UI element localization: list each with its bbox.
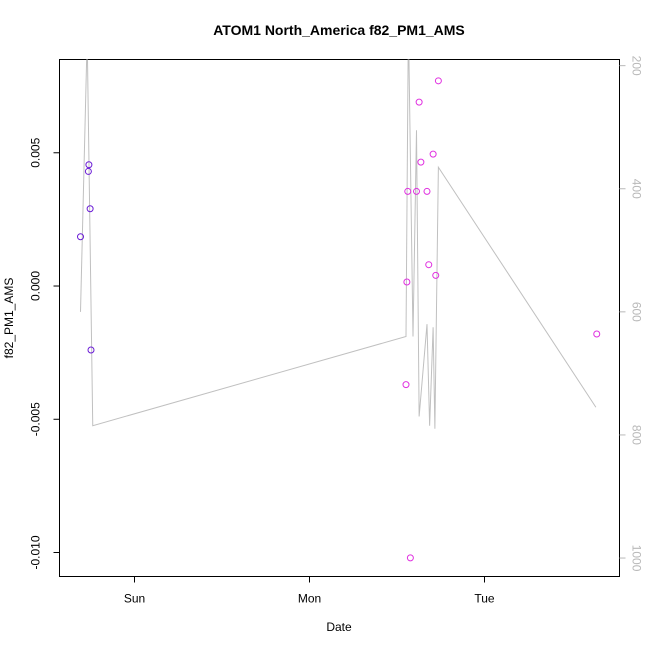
y2-tick-label-2: 600 (630, 302, 644, 322)
y-tick-label-3: -0.010 (29, 535, 43, 569)
y2-tick-label-1: 400 (630, 179, 644, 199)
y2-tick-label-3: 800 (630, 425, 644, 445)
data-point-s0-0 (77, 233, 84, 241)
x-tick-label-1: Mon (298, 592, 321, 606)
y-axis-label: f82_PM1_AMS (2, 278, 16, 359)
y-axis-right: 200 400 600 800 1000 (619, 56, 644, 572)
x-tick-label-0: Sun (124, 592, 145, 606)
x-tick-label-2: Tue (474, 592, 495, 606)
y2-tick-label-0: 200 (630, 56, 644, 76)
data-point-s1-11 (434, 77, 442, 85)
data-point-s1-0 (402, 381, 410, 389)
data-point-s1-7 (423, 187, 431, 195)
y-tick-label-0: 0.005 (29, 137, 43, 167)
chart-title: ATOM1 North_America f82_PM1_AMS (213, 22, 465, 38)
data-point-s0-1 (84, 167, 92, 175)
x-axis: Sun Mon Tue (124, 576, 495, 606)
data-point-s1-9 (429, 150, 437, 158)
series-line-2 (80, 59, 597, 429)
data-point-s0-2 (85, 161, 93, 169)
x-axis-label: Date (326, 620, 352, 634)
data-point-s1-10 (432, 271, 440, 279)
plot-frame (59, 59, 620, 577)
y-tick-label-2: -0.005 (29, 402, 43, 436)
data-point-s0-4 (87, 346, 95, 354)
data-point-s1-1 (403, 278, 411, 286)
y-axis-left: 0.005 0.000 -0.005 -0.010 (29, 137, 60, 570)
data-point-s1-2 (404, 187, 412, 195)
plot-area (77, 59, 601, 562)
y2-tick-label-4: 1000 (630, 545, 644, 572)
data-point-s1-3 (406, 554, 414, 562)
data-point-s0-3 (86, 205, 94, 213)
data-point-s1-4 (413, 187, 420, 195)
data-point-s1-12 (593, 330, 601, 338)
data-point-s1-5 (415, 98, 423, 106)
y-tick-label-1: 0.000 (29, 271, 43, 301)
data-point-s1-8 (425, 261, 433, 269)
data-point-s1-6 (417, 158, 425, 166)
